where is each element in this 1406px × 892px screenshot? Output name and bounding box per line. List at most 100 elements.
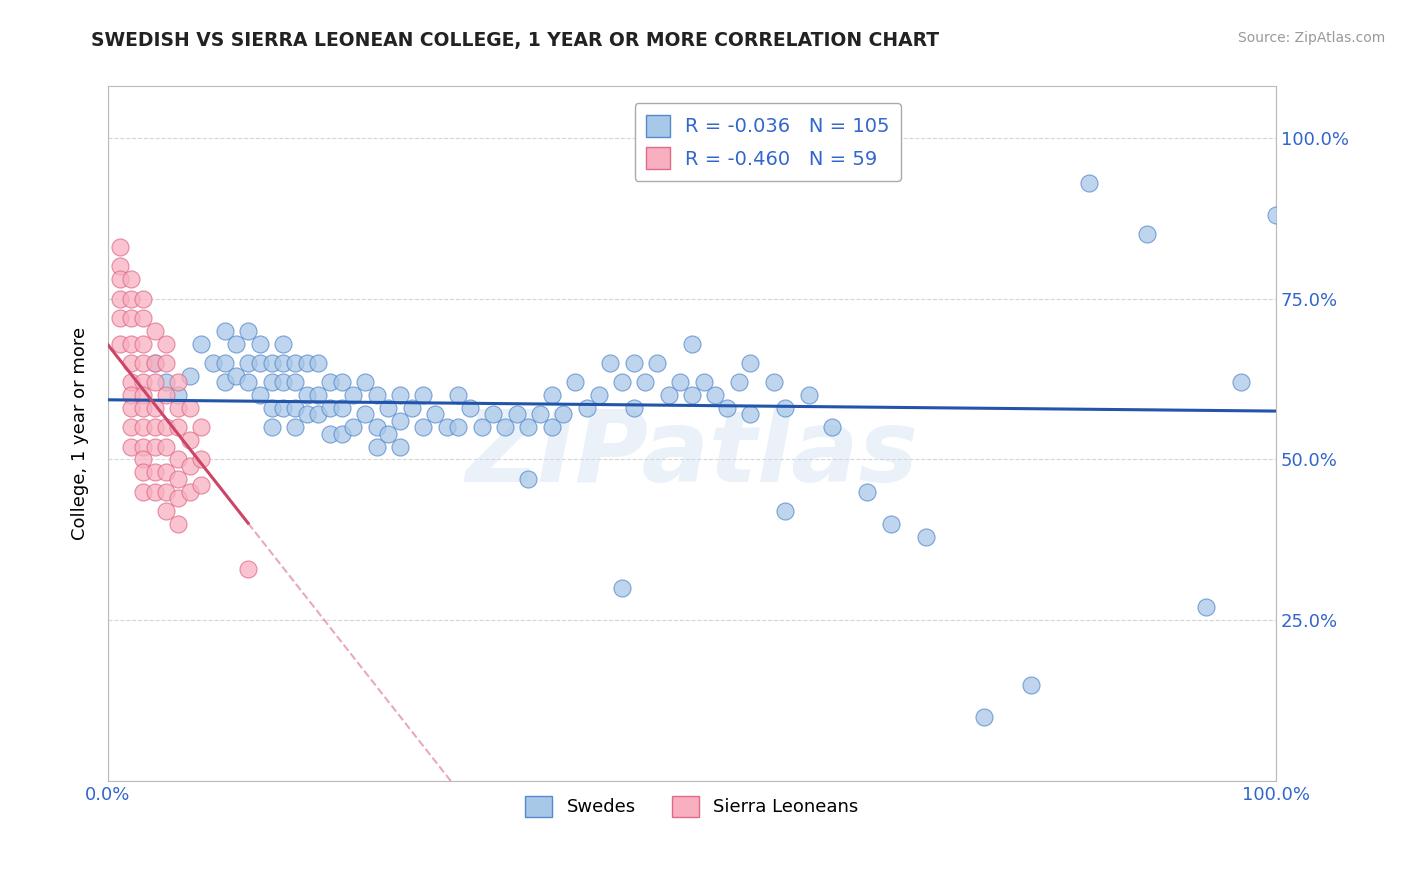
- Point: [190, 452, 212, 467]
- Point: [623, 356, 645, 370]
- Point: [307, 388, 329, 402]
- Point: [155, 465, 177, 479]
- Point: [202, 356, 225, 370]
- Point: [973, 709, 995, 723]
- Legend: Swedes, Sierra Leoneans: Swedes, Sierra Leoneans: [517, 789, 866, 824]
- Point: [108, 336, 131, 351]
- Point: [681, 336, 703, 351]
- Point: [821, 420, 844, 434]
- Point: [623, 401, 645, 415]
- Point: [377, 426, 399, 441]
- Point: [132, 484, 155, 499]
- Point: [249, 388, 271, 402]
- Point: [692, 376, 714, 390]
- Point: [295, 388, 318, 402]
- Point: [260, 376, 283, 390]
- Point: [143, 356, 166, 370]
- Point: [108, 240, 131, 254]
- Point: [284, 401, 307, 415]
- Text: SWEDISH VS SIERRA LEONEAN COLLEGE, 1 YEAR OR MORE CORRELATION CHART: SWEDISH VS SIERRA LEONEAN COLLEGE, 1 YEA…: [91, 31, 939, 50]
- Point: [447, 420, 470, 434]
- Point: [634, 376, 657, 390]
- Point: [1265, 208, 1288, 222]
- Point: [132, 376, 155, 390]
- Text: ZIPatlas: ZIPatlas: [465, 406, 918, 503]
- Point: [610, 581, 633, 595]
- Point: [236, 562, 259, 576]
- Point: [1195, 600, 1218, 615]
- Point: [167, 491, 190, 505]
- Point: [236, 376, 259, 390]
- Point: [856, 484, 879, 499]
- Point: [330, 401, 353, 415]
- Point: [284, 420, 307, 434]
- Point: [249, 356, 271, 370]
- Point: [517, 420, 540, 434]
- Y-axis label: College, 1 year or more: College, 1 year or more: [72, 327, 89, 541]
- Point: [330, 426, 353, 441]
- Point: [740, 356, 762, 370]
- Point: [120, 272, 142, 286]
- Point: [342, 420, 364, 434]
- Point: [681, 388, 703, 402]
- Point: [155, 440, 177, 454]
- Point: [132, 310, 155, 325]
- Point: [143, 484, 166, 499]
- Point: [132, 452, 155, 467]
- Point: [1078, 176, 1101, 190]
- Point: [401, 401, 423, 415]
- Point: [284, 356, 307, 370]
- Point: [143, 356, 166, 370]
- Point: [167, 376, 190, 390]
- Point: [458, 401, 481, 415]
- Point: [599, 356, 621, 370]
- Point: [588, 388, 610, 402]
- Point: [423, 408, 446, 422]
- Point: [740, 408, 762, 422]
- Point: [342, 388, 364, 402]
- Point: [366, 388, 388, 402]
- Point: [260, 356, 283, 370]
- Point: [529, 408, 551, 422]
- Point: [471, 420, 494, 434]
- Point: [132, 420, 155, 434]
- Point: [179, 433, 201, 447]
- Point: [412, 420, 434, 434]
- Point: [132, 401, 155, 415]
- Point: [388, 440, 411, 454]
- Point: [225, 368, 247, 383]
- Point: [260, 401, 283, 415]
- Point: [190, 478, 212, 492]
- Point: [167, 401, 190, 415]
- Point: [143, 420, 166, 434]
- Text: Source: ZipAtlas.com: Source: ZipAtlas.com: [1237, 31, 1385, 45]
- Point: [879, 516, 901, 531]
- Point: [155, 420, 177, 434]
- Point: [775, 504, 797, 518]
- Point: [120, 356, 142, 370]
- Point: [1230, 376, 1253, 390]
- Point: [179, 401, 201, 415]
- Point: [271, 376, 294, 390]
- Point: [132, 356, 155, 370]
- Point: [412, 388, 434, 402]
- Point: [236, 324, 259, 338]
- Point: [1136, 227, 1159, 242]
- Point: [120, 401, 142, 415]
- Point: [388, 388, 411, 402]
- Point: [120, 336, 142, 351]
- Point: [132, 292, 155, 306]
- Point: [260, 420, 283, 434]
- Point: [155, 376, 177, 390]
- Point: [143, 401, 166, 415]
- Point: [179, 484, 201, 499]
- Point: [143, 376, 166, 390]
- Point: [506, 408, 529, 422]
- Point: [120, 376, 142, 390]
- Point: [482, 408, 505, 422]
- Point: [610, 376, 633, 390]
- Point: [540, 388, 562, 402]
- Point: [517, 472, 540, 486]
- Point: [645, 356, 668, 370]
- Point: [249, 336, 271, 351]
